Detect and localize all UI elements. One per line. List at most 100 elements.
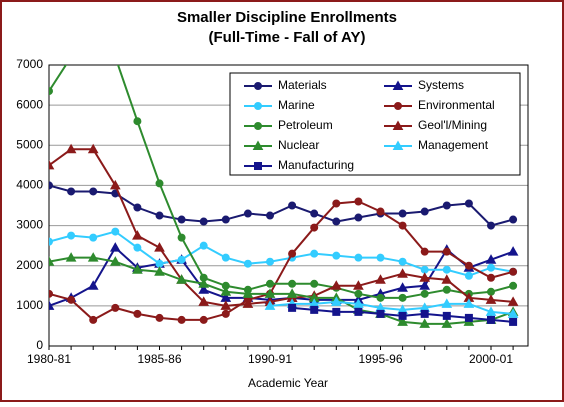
marker <box>49 289 53 298</box>
legend-box <box>229 72 521 176</box>
marker <box>177 315 186 324</box>
marker <box>310 209 319 218</box>
marker <box>397 268 408 278</box>
plot-series <box>49 65 519 328</box>
marker <box>155 259 164 268</box>
marker <box>310 305 319 314</box>
marker <box>67 187 76 196</box>
legend-label: Manufacturing <box>278 158 354 172</box>
marker <box>392 140 404 150</box>
marker <box>397 282 408 292</box>
marker <box>243 259 252 268</box>
marker <box>507 308 519 318</box>
marker <box>397 316 408 326</box>
series-line <box>49 230 514 277</box>
marker <box>354 307 363 316</box>
marker <box>155 179 164 188</box>
marker <box>310 249 319 258</box>
marker <box>487 221 495 230</box>
marker <box>332 307 341 316</box>
marker <box>398 221 407 230</box>
marker <box>354 197 363 206</box>
marker <box>89 233 98 242</box>
marker <box>354 253 363 262</box>
marker <box>177 233 186 242</box>
legend-label: Petroleum <box>278 118 333 132</box>
marker <box>485 254 497 264</box>
marker <box>420 309 429 318</box>
marker <box>288 279 297 288</box>
series-line <box>49 256 514 325</box>
marker <box>485 306 497 316</box>
marker <box>441 274 453 284</box>
marker <box>264 300 276 310</box>
marker <box>394 102 402 110</box>
marker <box>87 143 99 154</box>
marker <box>330 280 342 290</box>
marker <box>155 313 164 322</box>
marker <box>376 309 385 318</box>
marker <box>509 215 518 224</box>
x-tick-label: 1985-86 <box>137 352 181 366</box>
marker <box>266 279 274 288</box>
marker <box>464 261 473 270</box>
marker <box>266 211 274 220</box>
marker <box>221 215 230 224</box>
marker <box>89 315 98 324</box>
y-tick-label: 6000 <box>16 97 43 111</box>
marker <box>392 80 404 90</box>
marker <box>198 278 210 288</box>
marker <box>398 257 407 266</box>
marker <box>199 315 208 324</box>
marker <box>87 280 99 290</box>
x-tick-label: 1990-91 <box>248 352 292 366</box>
x-tick-label: 1980-81 <box>27 352 71 366</box>
x-tick-label: 1995-96 <box>358 352 402 366</box>
marker <box>442 285 451 294</box>
marker <box>420 207 429 216</box>
marker <box>354 213 363 222</box>
series-line <box>49 200 514 322</box>
series-line <box>49 184 514 227</box>
marker <box>392 120 404 130</box>
marker <box>376 293 385 302</box>
marker <box>420 289 429 298</box>
y-tick-label: 3000 <box>16 218 43 232</box>
y-tick-label: 0 <box>36 338 43 352</box>
marker <box>132 230 143 240</box>
marker <box>89 187 98 196</box>
marker <box>109 256 121 266</box>
marker <box>154 266 165 276</box>
marker <box>398 311 407 320</box>
marker <box>507 296 519 306</box>
marker <box>254 162 262 170</box>
marker <box>398 293 407 302</box>
marker <box>464 271 473 280</box>
marker <box>442 201 451 210</box>
x-tick-label: 2000-01 <box>469 352 513 366</box>
y-tick-label: 2000 <box>16 258 43 272</box>
marker <box>133 309 142 318</box>
marker <box>220 286 232 296</box>
marker <box>49 87 53 96</box>
y-tick-label: 5000 <box>16 137 43 151</box>
marker <box>49 159 55 170</box>
marker <box>49 256 55 266</box>
marker <box>176 274 187 284</box>
marker <box>198 296 210 306</box>
marker <box>332 217 341 226</box>
marker <box>111 227 120 236</box>
marker <box>509 281 518 290</box>
marker <box>288 249 297 258</box>
marker <box>243 209 252 218</box>
marker <box>376 207 385 216</box>
marker <box>487 263 495 272</box>
legend-label: Nuclear <box>278 138 319 152</box>
legend-label: Environmental <box>418 98 495 112</box>
marker <box>133 117 142 126</box>
legend-label: Management <box>418 138 489 152</box>
y-tick-label: 4000 <box>16 178 43 192</box>
marker <box>133 243 142 252</box>
